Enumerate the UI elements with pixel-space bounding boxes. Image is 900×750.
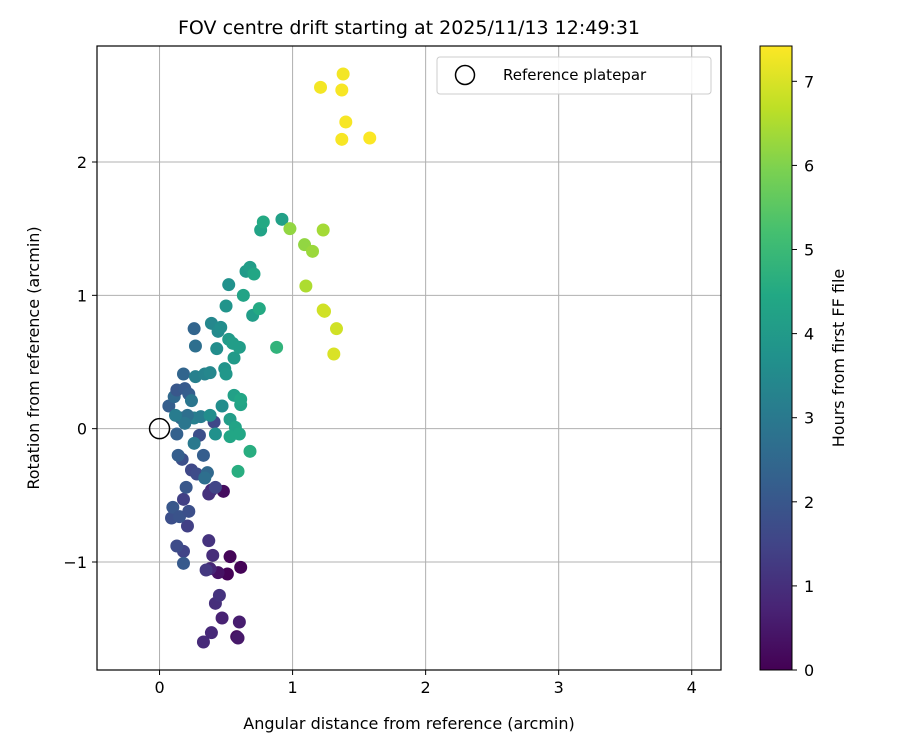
data-point bbox=[182, 504, 196, 518]
data-point bbox=[336, 67, 350, 81]
data-point bbox=[176, 492, 190, 506]
data-point bbox=[176, 367, 190, 381]
data-point bbox=[234, 392, 248, 406]
legend-label: Reference platepar bbox=[503, 66, 647, 84]
colorbar-ticks: 0 1 2 3 4 5 6 7 bbox=[792, 72, 814, 680]
x-tick-label: 2 bbox=[421, 678, 431, 697]
data-point bbox=[243, 444, 257, 458]
data-point bbox=[203, 408, 217, 422]
data-point bbox=[275, 212, 289, 226]
data-point bbox=[214, 320, 228, 334]
data-point bbox=[223, 550, 237, 564]
y-tick-label: 1 bbox=[77, 286, 87, 305]
data-point bbox=[176, 556, 190, 570]
legend-marker bbox=[454, 64, 476, 86]
y-tick-label: −1 bbox=[63, 553, 87, 572]
data-point bbox=[187, 436, 201, 450]
data-point bbox=[234, 560, 248, 574]
data-point bbox=[222, 278, 236, 292]
x-tick-label: 4 bbox=[687, 678, 697, 697]
y-tick-label: 2 bbox=[77, 153, 87, 172]
data-point bbox=[170, 539, 184, 553]
data-point bbox=[196, 635, 210, 649]
legend-box bbox=[436, 56, 712, 95]
data-point bbox=[335, 132, 349, 146]
data-point bbox=[329, 322, 343, 336]
data-point bbox=[219, 299, 233, 313]
x-tick-label: 0 bbox=[154, 678, 164, 697]
y-axis-ticks: −1 0 1 2 bbox=[63, 153, 97, 572]
colorbar-label: Hours from first FF file bbox=[829, 269, 848, 448]
data-point bbox=[208, 427, 222, 441]
data-point bbox=[219, 367, 233, 381]
data-point bbox=[232, 427, 246, 441]
y-axis-label: Rotation from reference (arcmin) bbox=[24, 226, 43, 489]
x-tick-label: 3 bbox=[554, 678, 564, 697]
data-point bbox=[208, 480, 222, 494]
colorbar-tick-label: 0 bbox=[804, 661, 814, 680]
data-point bbox=[247, 267, 261, 281]
data-point bbox=[236, 288, 250, 302]
data-point bbox=[187, 322, 201, 336]
data-point bbox=[335, 83, 349, 97]
data-point bbox=[232, 615, 246, 629]
grid-lines bbox=[97, 46, 721, 670]
data-point bbox=[212, 588, 226, 602]
data-point bbox=[199, 563, 213, 577]
data-point bbox=[202, 534, 216, 548]
data-point bbox=[256, 215, 270, 229]
data-point bbox=[204, 626, 218, 640]
colorbar-tick-label: 5 bbox=[804, 241, 814, 260]
colorbar bbox=[759, 45, 793, 671]
data-point bbox=[178, 416, 192, 430]
colorbar-tick-label: 1 bbox=[804, 577, 814, 596]
data-point bbox=[299, 279, 313, 293]
data-point bbox=[188, 339, 202, 353]
data-point bbox=[196, 448, 210, 462]
data-point bbox=[339, 115, 353, 129]
data-point bbox=[184, 394, 198, 408]
data-point bbox=[198, 471, 212, 485]
x-axis-ticks: 0 1 2 3 4 bbox=[154, 670, 697, 697]
colorbar-tick-label: 7 bbox=[804, 72, 814, 91]
data-point bbox=[210, 342, 224, 356]
data-point bbox=[232, 340, 246, 354]
data-point bbox=[252, 302, 266, 316]
data-point bbox=[215, 399, 229, 413]
data-point bbox=[316, 223, 330, 237]
data-points bbox=[162, 67, 377, 649]
data-point bbox=[318, 304, 332, 318]
data-point bbox=[327, 347, 341, 361]
data-point bbox=[206, 548, 220, 562]
data-point bbox=[306, 244, 320, 258]
data-point bbox=[171, 448, 185, 462]
colorbar-tick-label: 6 bbox=[804, 156, 814, 175]
chart-title: FOV centre drift starting at 2025/11/13 … bbox=[178, 17, 640, 39]
data-point bbox=[168, 408, 182, 422]
y-tick-label: 0 bbox=[77, 420, 87, 439]
colorbar-tick-label: 4 bbox=[804, 325, 814, 344]
data-point bbox=[180, 519, 194, 533]
data-point bbox=[231, 464, 245, 478]
data-point bbox=[283, 222, 297, 236]
data-point bbox=[314, 80, 328, 94]
colorbar-tick-label: 3 bbox=[804, 409, 814, 428]
data-point bbox=[231, 631, 245, 645]
x-tick-label: 1 bbox=[287, 678, 297, 697]
data-point bbox=[363, 131, 377, 145]
data-point bbox=[203, 366, 217, 380]
plot-frame bbox=[96, 45, 722, 671]
data-point bbox=[215, 611, 229, 625]
data-point bbox=[170, 427, 184, 441]
data-point bbox=[179, 480, 193, 494]
colorbar-tick-label: 2 bbox=[804, 493, 814, 512]
reference-point bbox=[148, 417, 171, 440]
legend: Reference platepar bbox=[436, 56, 712, 95]
data-point bbox=[227, 351, 241, 365]
data-point bbox=[270, 340, 284, 354]
x-axis-label: Angular distance from reference (arcmin) bbox=[243, 714, 574, 733]
data-point bbox=[166, 500, 180, 514]
